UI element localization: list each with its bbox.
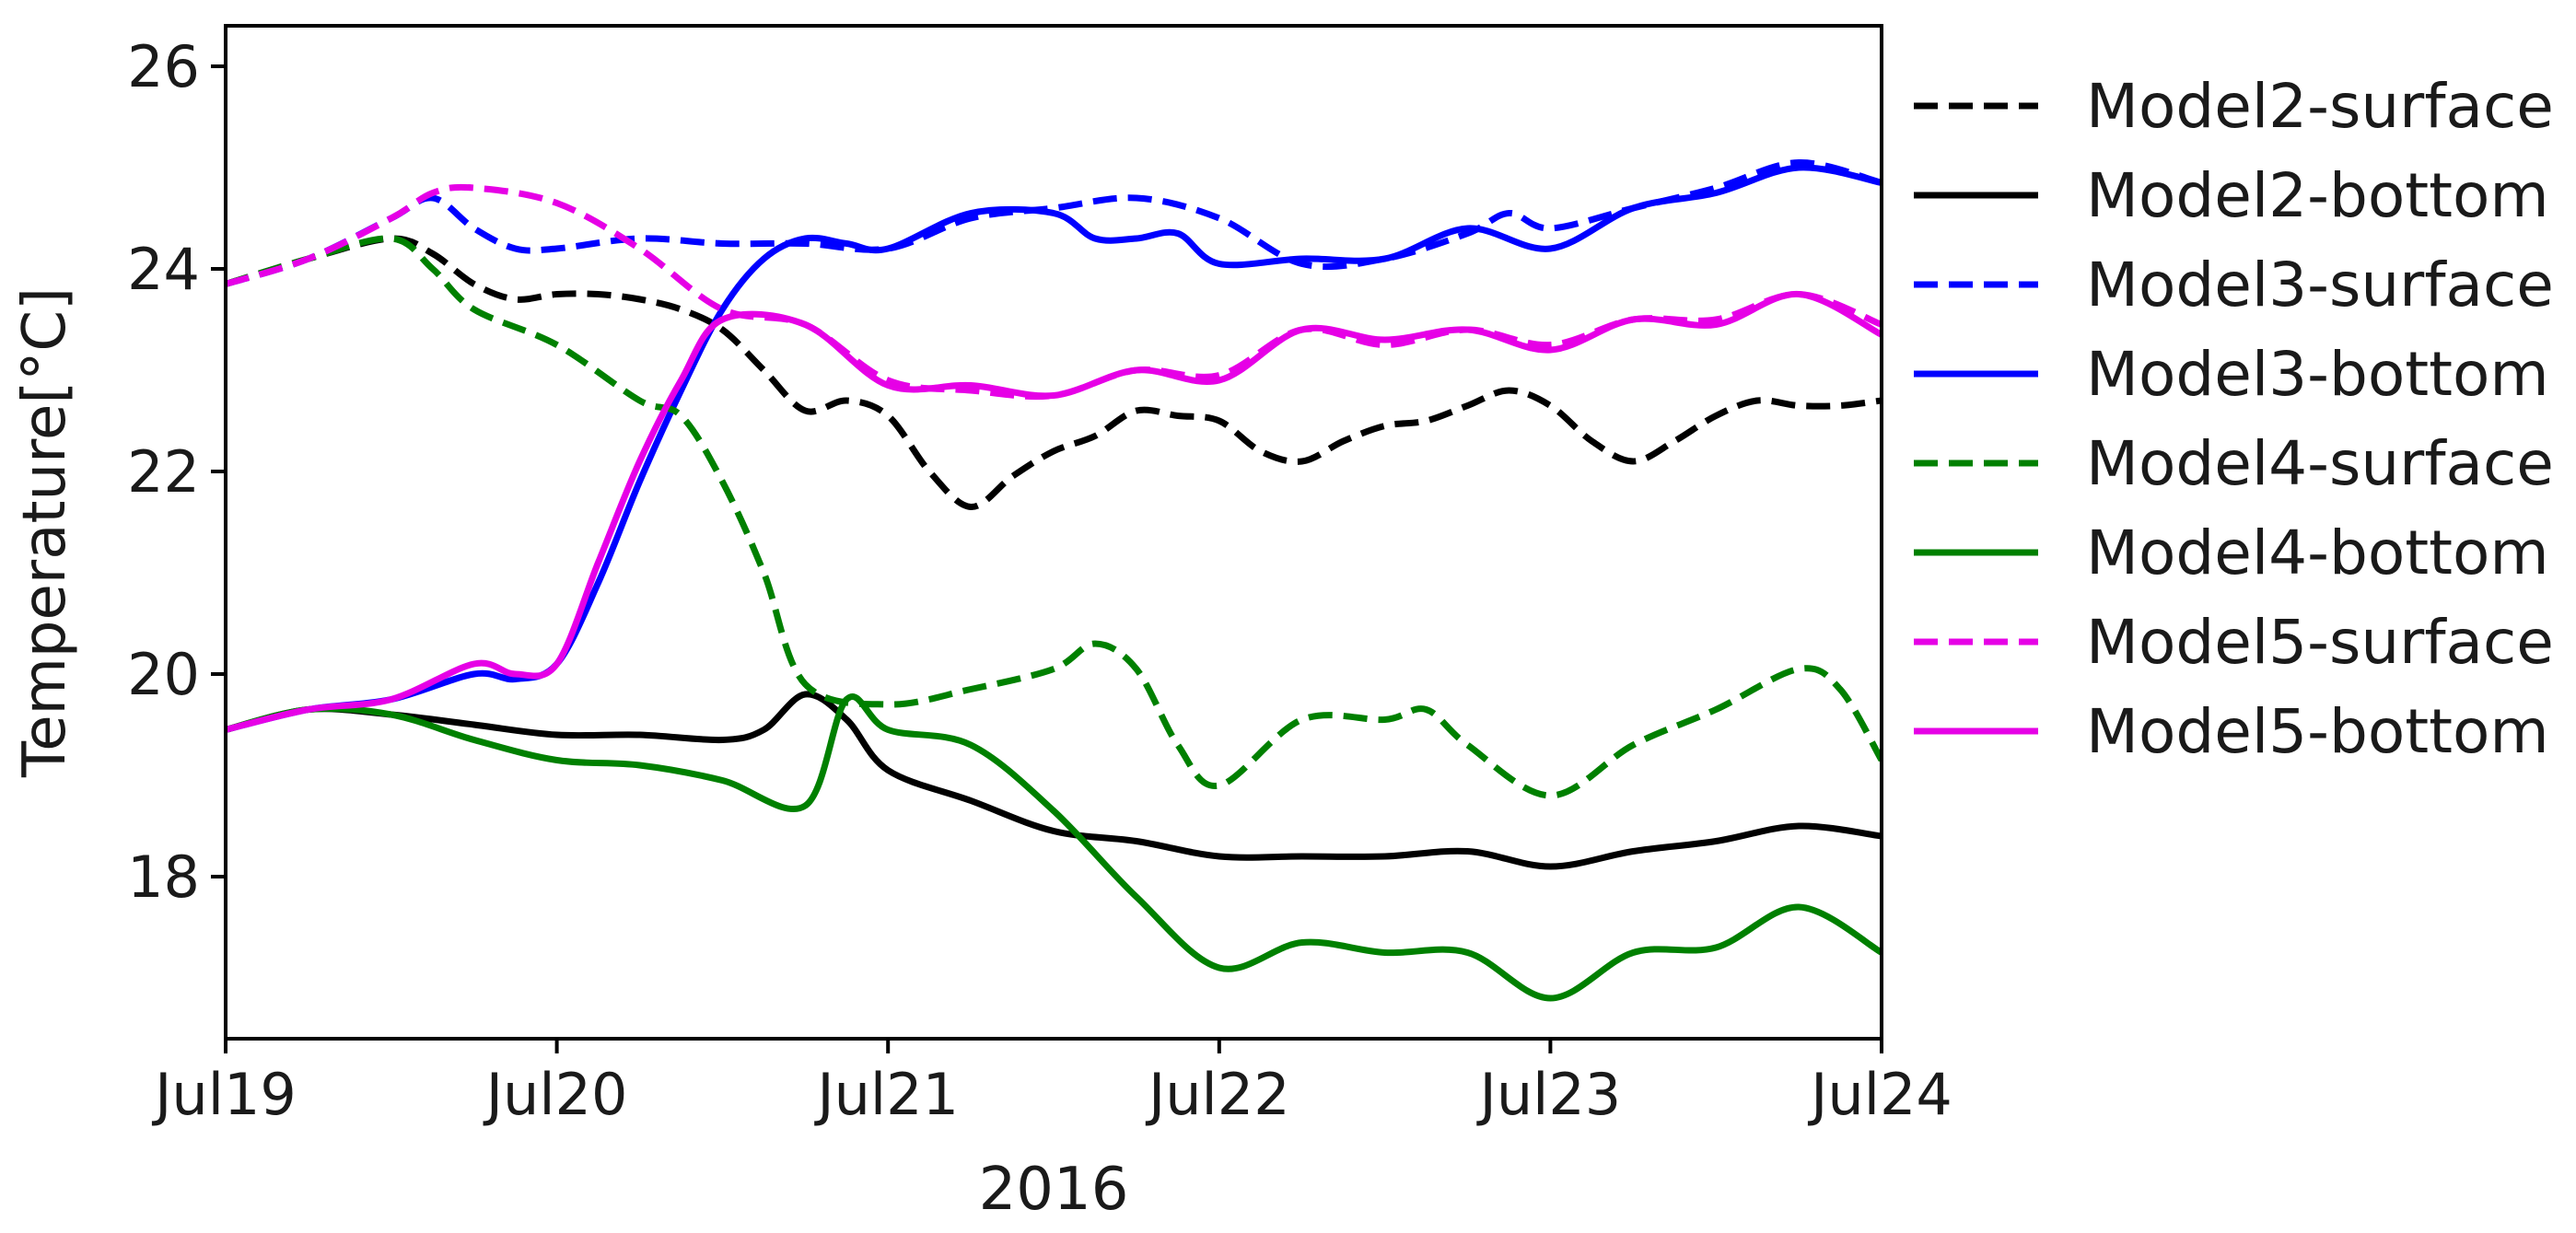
legend-label: Model4-surface bbox=[2086, 428, 2554, 499]
y-tick-label: 18 bbox=[127, 843, 200, 911]
series-line-model4-surface bbox=[226, 235, 1882, 799]
legend-label: Model3-bottom bbox=[2086, 339, 2549, 410]
x-tick-label: Jul22 bbox=[1145, 1061, 1290, 1128]
series-line-model4-bottom bbox=[226, 693, 1882, 1002]
series-line-model3-surface bbox=[226, 158, 1882, 287]
x-tick-label: Jul23 bbox=[1476, 1061, 1622, 1128]
legend-label: Model5-surface bbox=[2086, 607, 2554, 678]
series-line-model5-surface bbox=[226, 183, 1882, 401]
plot-frame bbox=[224, 24, 1883, 1041]
legend-label: Model4-bottom bbox=[2086, 518, 2549, 588]
x-tick-label: Jul20 bbox=[483, 1061, 628, 1128]
y-tick-label: 20 bbox=[127, 641, 200, 708]
y-tick-label: 22 bbox=[127, 438, 200, 506]
plot-area bbox=[226, 158, 1882, 1002]
x-tick-label: Jul19 bbox=[151, 1061, 297, 1128]
series-line-model2-surface bbox=[226, 235, 1882, 510]
legend: Model2-surface Model2-bottom Model3-surfac… bbox=[1914, 71, 2554, 767]
axis-ticks: Jul19 Jul20 Jul21 Jul22 Jul23 Jul24 18 20 22 24 26 bbox=[127, 33, 1952, 1128]
legend-label: Model3-surface bbox=[2086, 250, 2554, 320]
y-tick-label: 26 bbox=[127, 33, 200, 100]
x-axis-title: 2016 bbox=[979, 1156, 1129, 1224]
legend-label: Model2-bottom bbox=[2086, 160, 2549, 231]
series-line-model2-bottom bbox=[226, 691, 1882, 870]
series-line-model5-bottom bbox=[226, 290, 1882, 733]
x-tick-label: Jul24 bbox=[1807, 1061, 1952, 1128]
y-tick-label: 24 bbox=[127, 236, 200, 303]
y-axis-title: Temperature[°C] bbox=[11, 287, 79, 778]
x-tick-label: Jul21 bbox=[813, 1061, 959, 1128]
legend-label: Model5-bottom bbox=[2086, 696, 2549, 767]
legend-label: Model2-surface bbox=[2086, 71, 2554, 142]
